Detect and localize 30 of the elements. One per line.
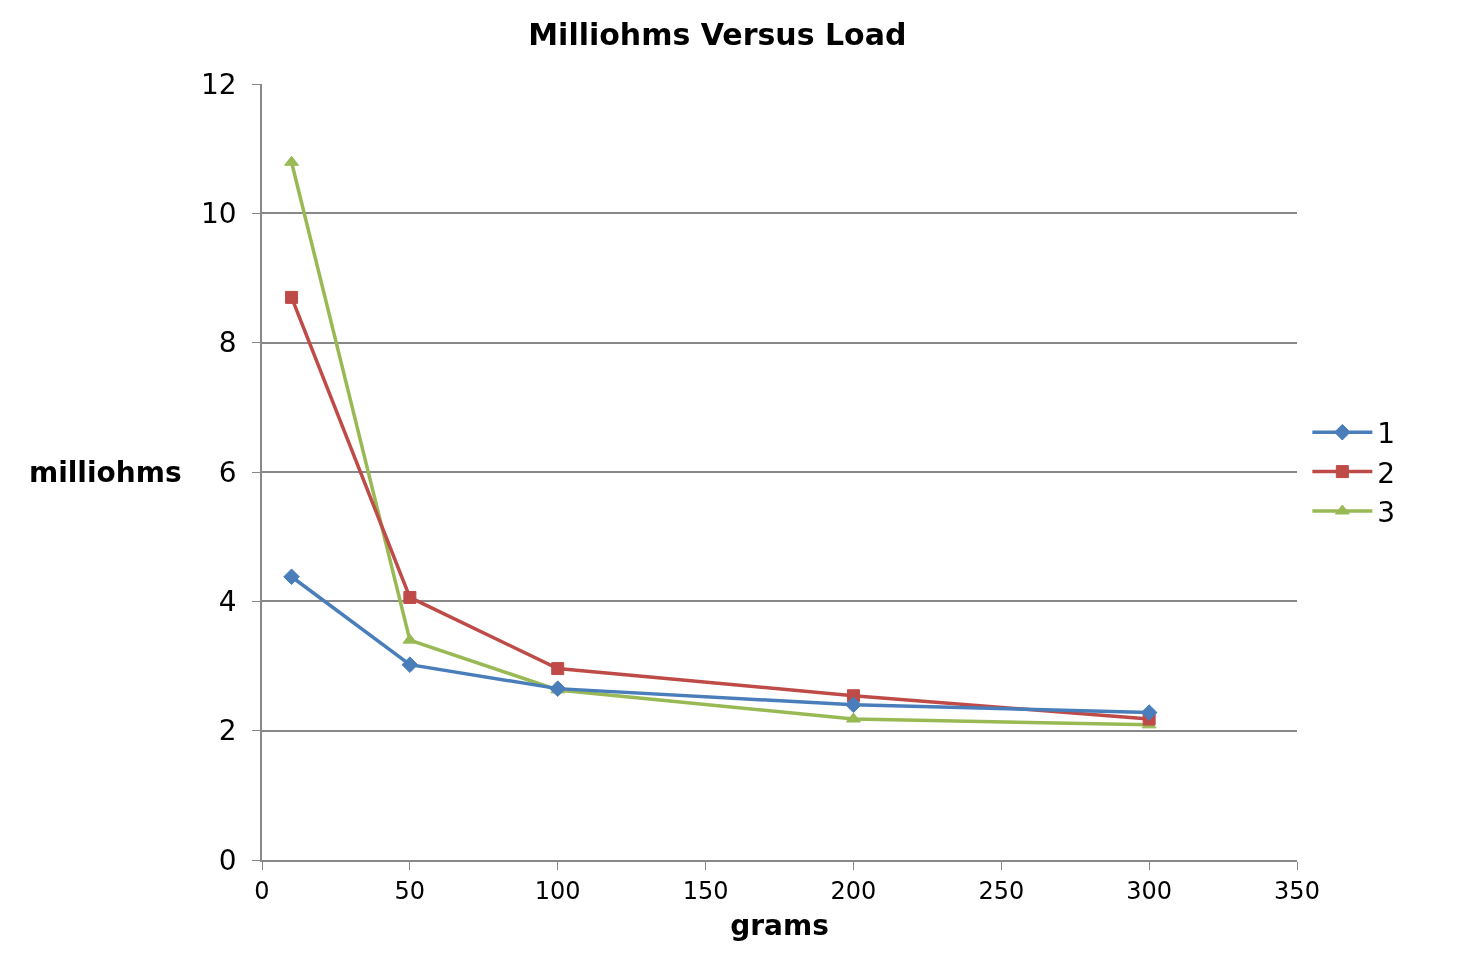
point — [846, 712, 861, 723]
x-tick-label: 200 — [830, 876, 877, 905]
point — [285, 290, 299, 304]
y-tick-label: 8 — [218, 326, 237, 360]
point — [401, 656, 419, 674]
point — [845, 696, 862, 714]
y-tick-label: 10 — [201, 197, 237, 231]
legend-label: 2 — [1377, 456, 1396, 490]
x-tick-label: 350 — [1274, 876, 1320, 905]
y-tick-label: 4 — [218, 585, 237, 619]
x-tick-label: 300 — [1126, 876, 1173, 905]
point — [551, 662, 565, 676]
point — [283, 568, 300, 586]
y-axis-title: milliohms — [29, 456, 182, 489]
y-tick-label: 2 — [218, 714, 237, 748]
x-tick-label: 150 — [682, 876, 729, 905]
point — [1140, 704, 1158, 721]
x-tick-label: 100 — [534, 876, 581, 905]
x-tick-label: 50 — [394, 876, 426, 905]
y-tick-label: 6 — [218, 455, 237, 489]
y-tick-label: 0 — [218, 843, 237, 877]
x-tick-label: 250 — [978, 876, 1025, 905]
x-axis-title: grams — [730, 909, 829, 943]
chart-title: Milliohms Versus Load — [528, 17, 907, 53]
point — [403, 590, 417, 604]
point — [284, 155, 299, 166]
y-tick-label: 12 — [201, 67, 237, 101]
legend-label: 3 — [1377, 495, 1396, 529]
x-tick-label: 0 — [254, 876, 270, 905]
legend-label: 1 — [1377, 417, 1396, 451]
